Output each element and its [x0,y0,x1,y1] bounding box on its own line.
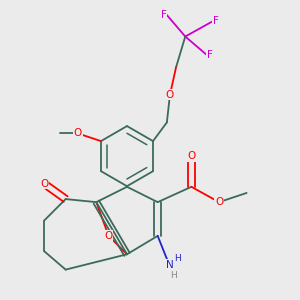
Text: N: N [166,260,174,270]
Text: O: O [215,197,223,207]
Text: O: O [166,90,174,100]
Text: F: F [213,16,219,26]
Text: H: H [174,254,181,263]
Text: O: O [74,128,82,138]
Text: O: O [40,179,48,189]
Text: O: O [104,231,113,241]
Text: H: H [169,271,176,280]
Text: O: O [187,151,196,161]
Text: F: F [207,50,213,60]
Text: F: F [161,10,167,20]
